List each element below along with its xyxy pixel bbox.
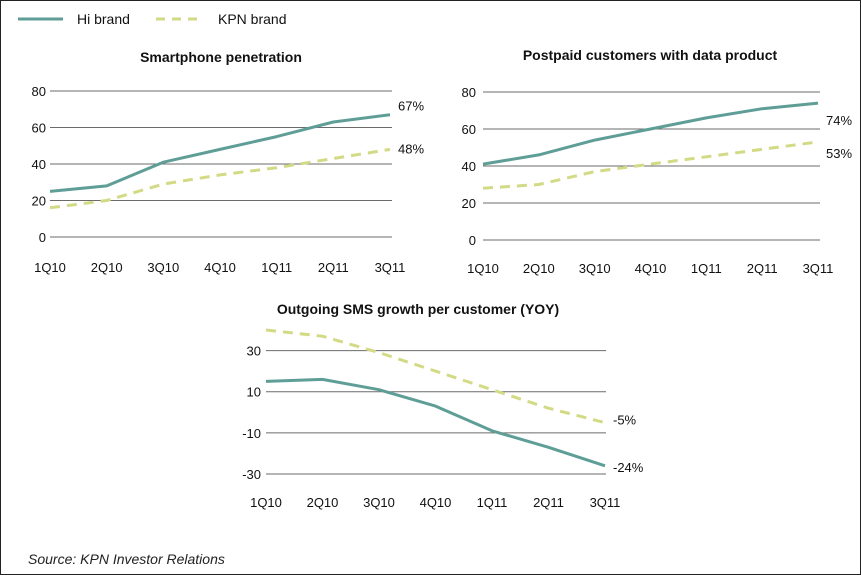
x-tick-label: 4Q10 [420, 495, 452, 510]
y-tick-label: 80 [32, 84, 46, 99]
x-tick-label: 1Q10 [467, 261, 499, 276]
legend-kpn-label: KPN brand [218, 11, 286, 27]
y-tick-label: 20 [462, 196, 476, 211]
x-tick-label: 4Q10 [635, 261, 667, 276]
y-tick-label: -10 [242, 426, 261, 441]
y-tick-label: 0 [469, 233, 476, 248]
series-line-kpn-brand [265, 328, 606, 425]
x-tick-label: 2Q10 [91, 260, 123, 275]
series-line-kpn-brand [49, 147, 391, 210]
series-line-hi-brand [482, 101, 819, 166]
x-tick-label: 1Q11 [691, 261, 722, 276]
chart-title-postpaid: Postpaid customers with data product [523, 47, 778, 63]
x-tick-label: 3Q10 [579, 261, 611, 276]
chart-title-smartphone: Smartphone penetration [140, 49, 302, 65]
chart-title-sms: Outgoing SMS growth per customer (YOY) [277, 301, 559, 317]
source-note: Source: KPN Investor Relations [28, 551, 225, 567]
y-tick-label: 60 [32, 121, 46, 136]
y-tick-label: 40 [32, 157, 46, 172]
x-tick-label: 4Q10 [204, 260, 236, 275]
end-label-kpn-brand: 53% [826, 146, 852, 161]
series-line-kpn-brand [482, 140, 819, 190]
end-label-hi-brand: 67% [398, 99, 424, 114]
x-tick-label: 3Q11 [375, 260, 406, 275]
chart-smartphone-penetration: 0 20 40 60 80 1Q10 2Q10 3Q10 4Q10 1Q11 2Q11 3Q11 48%… [32, 84, 425, 275]
x-tick-label: 1Q11 [477, 495, 508, 510]
chart-sms-growth: 30 10 -10 -30 1Q10 2Q10 3Q10 4Q10 1Q11 2Q11 3Q11 -5… [242, 328, 644, 510]
series-line-hi-brand [265, 377, 606, 468]
y-tick-label: 0 [39, 230, 46, 245]
x-tick-label: 2Q11 [533, 495, 564, 510]
x-tick-label: 2Q11 [318, 260, 349, 275]
x-tick-label: 1Q10 [34, 260, 66, 275]
x-tick-label: 1Q10 [250, 495, 282, 510]
x-tick-label: 3Q10 [147, 260, 179, 275]
x-tick-label: 3Q10 [363, 495, 395, 510]
x-tick-label: 3Q11 [590, 495, 621, 510]
x-tick-label: 2Q10 [523, 261, 555, 276]
end-label-kpn-brand: -5% [613, 413, 637, 428]
legend: Hi brand KPN brand [18, 11, 286, 27]
y-tick-label: 20 [32, 194, 46, 209]
end-label-kpn-brand: 48% [398, 141, 424, 156]
x-tick-label: 2Q10 [307, 495, 339, 510]
x-tick-label: 1Q11 [261, 260, 292, 275]
chart-postpaid-data-product: 0 20 40 60 80 1Q10 2Q10 3Q10 4Q10 1Q11 2Q11 3Q11 53%… [462, 85, 853, 276]
x-tick-label: 3Q11 [803, 261, 834, 276]
legend-hi-label: Hi brand [77, 11, 130, 27]
y-tick-label: 10 [247, 385, 261, 400]
series-line-hi-brand [49, 113, 391, 193]
y-tick-label: 80 [462, 85, 476, 100]
y-tick-label: -30 [242, 467, 261, 482]
y-tick-label: 40 [462, 159, 476, 174]
y-tick-label: 30 [247, 344, 261, 359]
x-tick-label: 2Q11 [747, 261, 778, 276]
y-tick-label: 60 [462, 122, 476, 137]
end-label-hi-brand: 74% [826, 113, 852, 128]
end-label-hi-brand: -24% [613, 460, 644, 475]
